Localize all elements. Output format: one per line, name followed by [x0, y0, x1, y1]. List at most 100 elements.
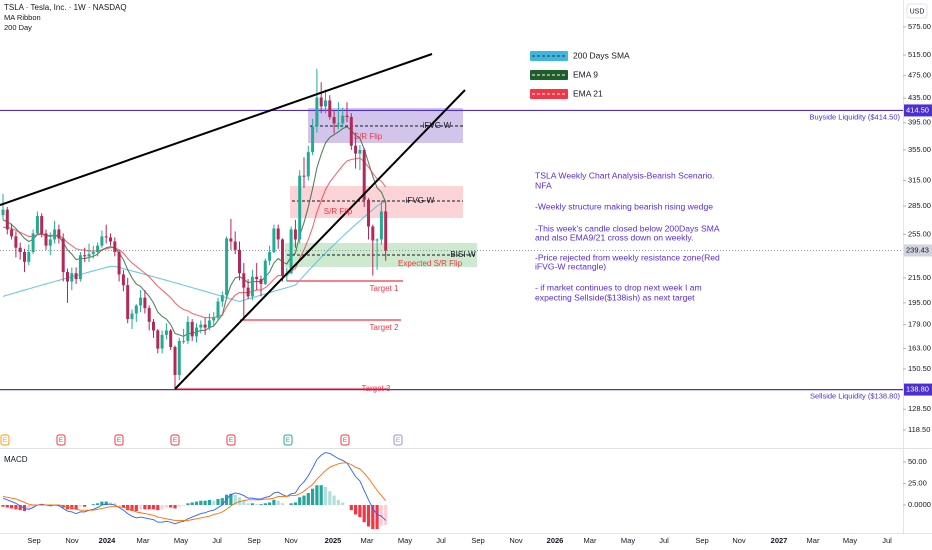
candle-body	[332, 116, 336, 124]
candle-body	[255, 276, 259, 280]
earnings-marker	[283, 434, 293, 446]
candle-body	[203, 324, 207, 328]
candle-body	[48, 239, 52, 246]
candle-body	[384, 211, 388, 251]
annotation: iFVG-W	[406, 196, 435, 205]
ma-line	[3, 157, 387, 319]
histogram-bar	[293, 502, 297, 506]
earnings-marker-label: E	[3, 437, 8, 444]
histogram-bar	[225, 494, 229, 506]
earnings-marker-label: E	[117, 437, 122, 444]
price-tag	[904, 383, 932, 396]
earnings-marker-label: E	[286, 437, 291, 444]
histogram-bar	[126, 505, 130, 511]
annotation: BISI-W	[450, 250, 476, 259]
histogram-bar	[375, 505, 379, 530]
currency-box[interactable]	[906, 3, 928, 19]
liquidity-label: Sellside Liquidity ($138.80)	[810, 392, 901, 401]
histogram-bar	[263, 503, 267, 506]
histogram-bar	[177, 505, 181, 507]
candle-body	[190, 321, 194, 337]
candle-body	[130, 313, 134, 320]
histogram-bar	[306, 492, 310, 506]
histogram-bar	[298, 497, 302, 506]
x-tick-label: Sep	[27, 536, 40, 545]
y-tick-label: 515.00	[908, 50, 931, 59]
histogram-bar	[207, 499, 211, 506]
y-tick-label: 475.00	[908, 71, 931, 80]
histogram-bar	[216, 498, 220, 506]
candle-body	[152, 321, 155, 331]
earnings-marker	[114, 434, 124, 446]
candle-body	[268, 251, 272, 261]
histogram-bar	[27, 505, 31, 511]
candle-body	[242, 273, 246, 288]
histogram-bar	[220, 498, 224, 506]
x-tick-label: 2025	[325, 536, 342, 545]
candle-body	[5, 209, 9, 230]
histogram-bar	[164, 505, 168, 508]
candle-body	[349, 116, 353, 146]
histogram-bar	[280, 503, 285, 506]
x-tick-label: Sep	[695, 536, 708, 545]
earnings-marker-label: E	[229, 437, 234, 444]
histogram-bar	[311, 488, 315, 506]
y-tick-label: 50.00	[908, 457, 927, 466]
candle-body	[319, 97, 323, 107]
analysis-note: -Price rejected from weekly resistance z…	[535, 252, 720, 262]
histogram-bar	[354, 505, 358, 515]
earnings-marker	[340, 434, 350, 446]
histogram-bar	[83, 505, 87, 507]
histogram-bar	[289, 503, 293, 506]
histogram-bar	[250, 503, 254, 506]
histogram-bar	[246, 503, 250, 506]
legend-header: TSLA · Tesla, Inc. · 1W · NASDAQ	[4, 3, 127, 12]
analysis-note: TSLA Weekly Chart Analysis-Bearish Scena…	[535, 170, 714, 180]
x-tick-label: May	[174, 536, 188, 545]
candle-body	[238, 249, 241, 274]
earnings-marker	[393, 434, 403, 446]
histogram-bar	[379, 505, 383, 526]
candle-body	[160, 334, 164, 349]
candle-body	[195, 327, 198, 337]
histogram-bar	[74, 505, 78, 510]
x-tick-label: Nov	[65, 536, 79, 545]
histogram-bar	[319, 485, 323, 506]
candle-body	[78, 255, 82, 280]
y-tick-label: 215.00	[908, 273, 931, 282]
annotation: S/R Flip	[324, 207, 353, 216]
analysis-note: - if market continues to drop next week …	[535, 282, 702, 292]
x-tick-label: 2026	[547, 536, 564, 545]
earnings-marker-label: E	[343, 437, 348, 444]
y-tick-label: 395.00	[908, 118, 931, 127]
histogram-bar	[182, 505, 186, 506]
candle-body	[358, 149, 362, 154]
x-tick-label: Nov	[509, 536, 523, 545]
candle-body	[186, 321, 190, 341]
histogram-bar	[147, 505, 151, 510]
candle-body	[324, 100, 327, 107]
histogram-bar	[199, 500, 203, 506]
histogram-bar	[91, 504, 95, 506]
macd-line	[2, 452, 387, 525]
candle-body	[91, 251, 95, 255]
histogram-bar	[156, 505, 160, 511]
candle-body	[199, 324, 203, 328]
histogram-bar	[332, 495, 336, 506]
histogram-bar	[190, 502, 194, 506]
candle-body	[23, 251, 26, 262]
candle-body	[66, 272, 69, 282]
histogram-bar	[151, 505, 156, 510]
candle-body	[182, 340, 186, 342]
histogram-bar	[341, 502, 345, 506]
legend-header: 200 Day	[4, 23, 32, 32]
candle-body	[147, 308, 151, 322]
wedge-lower	[174, 89, 466, 390]
last-price-label: 239.43	[906, 245, 929, 254]
histogram-bar	[186, 503, 190, 506]
candle-body	[74, 273, 78, 280]
candle-body	[109, 237, 112, 242]
candle-body	[169, 330, 173, 348]
candle-body	[225, 238, 229, 296]
earnings-marker-label: E	[173, 437, 178, 444]
